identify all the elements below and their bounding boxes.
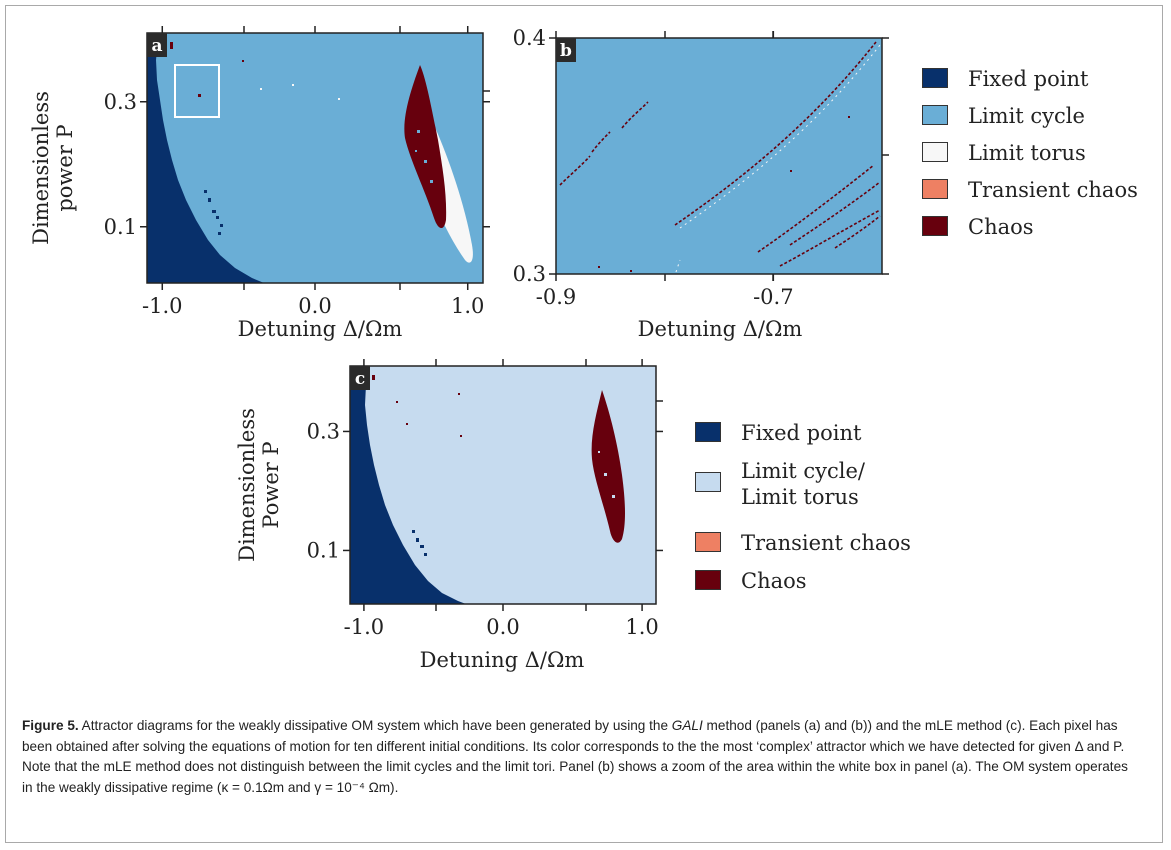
panel-b-label: b: [560, 41, 572, 61]
y-tick-label: 0.1: [307, 538, 340, 562]
caption-text-1: Attractor diagrams for the weakly dissip…: [78, 718, 672, 733]
panel-a-fixed-point-region: [147, 33, 264, 283]
panel-a-scattered-torus-points: [260, 84, 340, 100]
legend-label: Limit cycle: [968, 104, 1085, 128]
legend-swatch: [922, 68, 948, 88]
panel-b: -0.9 -0.7 0.3 0.4 b Detuning Δ/Ωm: [513, 26, 889, 341]
legend-label: Limit torus: [968, 141, 1086, 165]
y-tick-label: 0.3: [307, 419, 340, 443]
panel-c-ylabel-line2: Power P: [259, 441, 283, 528]
legend-label: Chaos: [968, 215, 1034, 239]
caption-text-2: method (panels (a) and (b)) and the mLE …: [22, 718, 1128, 795]
panel-c-chaos-region: [591, 390, 625, 543]
zoom-box: [174, 64, 220, 118]
panel-a-label: a: [151, 36, 162, 56]
legend-top-item: Transient chaos: [922, 177, 1138, 203]
legend-swatch: [695, 472, 721, 492]
panel-b-plot: [556, 38, 882, 274]
panel-c-plot: [350, 366, 656, 604]
panel-b-scattered-points: [598, 116, 850, 272]
y-tick-label: 0.4: [513, 26, 546, 50]
legend-label: Chaos: [741, 569, 807, 593]
x-tick-label: 1.0: [625, 615, 658, 639]
panel-c-label: c: [355, 369, 365, 389]
panel-c-fixed-point-region: [350, 366, 466, 604]
panel-a-label-box: [147, 33, 167, 57]
x-tick-label: -1.0: [142, 294, 183, 318]
y-tick-label: 0.1: [104, 215, 137, 239]
legend-label: Fixed point: [968, 67, 1089, 91]
panel-a-scattered-chaos-points: [170, 42, 244, 97]
legend-swatch: [922, 105, 948, 125]
legend-top: Fixed point Limit cycle Limit torus Tran…: [922, 66, 1162, 246]
legend-top-item: Limit torus: [922, 140, 1086, 166]
legend-label: Fixed point: [741, 421, 862, 445]
legend-label: Transient chaos: [968, 178, 1138, 202]
legend-top-item: Chaos: [922, 214, 1034, 240]
x-tick-label: -1.0: [344, 615, 385, 639]
x-tick-label: -0.9: [536, 285, 577, 309]
legend-bottom-item: Transient chaos: [695, 530, 911, 556]
y-tick-label: 0.3: [513, 262, 546, 286]
panel-c-label-box: [350, 366, 370, 390]
legend-bottom-item: Chaos: [695, 568, 807, 594]
legend-bottom-item: Fixed point: [695, 420, 861, 446]
panel-c-chaos-speckle: [598, 451, 615, 498]
panel-b-label-box: [556, 38, 576, 62]
legend-bottom-item: Limit cycle/Limit torus: [695, 458, 865, 510]
legend-swatch: [922, 179, 948, 199]
x-tick-label: -0.7: [753, 285, 794, 309]
panel-b-torus-streaks: [675, 44, 881, 273]
legend-top-item: Limit cycle: [922, 103, 1085, 129]
legend-swatch: [695, 570, 721, 590]
panel-a-ylabel-line1: Dimensionless: [29, 91, 53, 245]
panel-c-scattered-chaos-points: [372, 375, 462, 437]
panel-b-background: [556, 38, 882, 274]
panel-a-xlabel: Detuning Δ/Ωm: [238, 317, 403, 341]
x-tick-label: 0.0: [486, 615, 519, 639]
legend-top-item: Fixed point: [922, 66, 1088, 92]
panel-a-ylabel-line2: power P: [53, 124, 77, 211]
caption-figure-label: Figure 5.: [22, 718, 79, 733]
figure-caption: Figure 5. Attractor diagrams for the wea…: [22, 716, 1142, 798]
panel-c-fixed-point-fringe: [412, 530, 427, 556]
legend-swatch: [695, 422, 721, 442]
panel-c-axes: -1.0 0.0 1.0 0.1 0.3: [307, 359, 663, 639]
panel-c-xlabel: Detuning Δ/Ωm: [420, 648, 585, 672]
legend-swatch: [695, 532, 721, 552]
legend-label: Limit cycle/Limit torus: [741, 459, 866, 509]
x-tick-label: 1.0: [451, 294, 484, 318]
panel-a: -1.0 0.0 1.0 0.1 0.3 a Dimensionless power P…: [29, 26, 490, 341]
panel-a-chaos-region: [404, 65, 447, 229]
panel-b-chaos-streaks: [559, 41, 881, 267]
legend-label: Transient chaos: [741, 531, 911, 555]
panel-c-ylabel-line1: Dimensionless: [235, 408, 259, 562]
x-tick-label: 0.0: [298, 294, 331, 318]
caption-gali: GALI: [671, 718, 703, 733]
legend-swatch: [922, 216, 948, 236]
y-tick-label: 0.3: [104, 90, 137, 114]
panel-a-plot: [147, 33, 483, 283]
legend-swatch: [922, 142, 948, 162]
legend-bottom: Fixed point Limit cycle/Limit torus Tran…: [695, 420, 995, 605]
panel-a-fixed-point-fringe: [204, 190, 223, 235]
panel-a-chaos-speckle: [415, 130, 433, 183]
panel-b-axes: -0.9 -0.7 0.3 0.4: [513, 26, 889, 309]
panel-c: -1.0 0.0 1.0 0.1 0.3 c Dimensionless Power P…: [235, 359, 663, 672]
panel-a-axes: -1.0 0.0 1.0 0.1 0.3: [104, 26, 490, 318]
panel-b-xlabel: Detuning Δ/Ωm: [638, 317, 803, 341]
